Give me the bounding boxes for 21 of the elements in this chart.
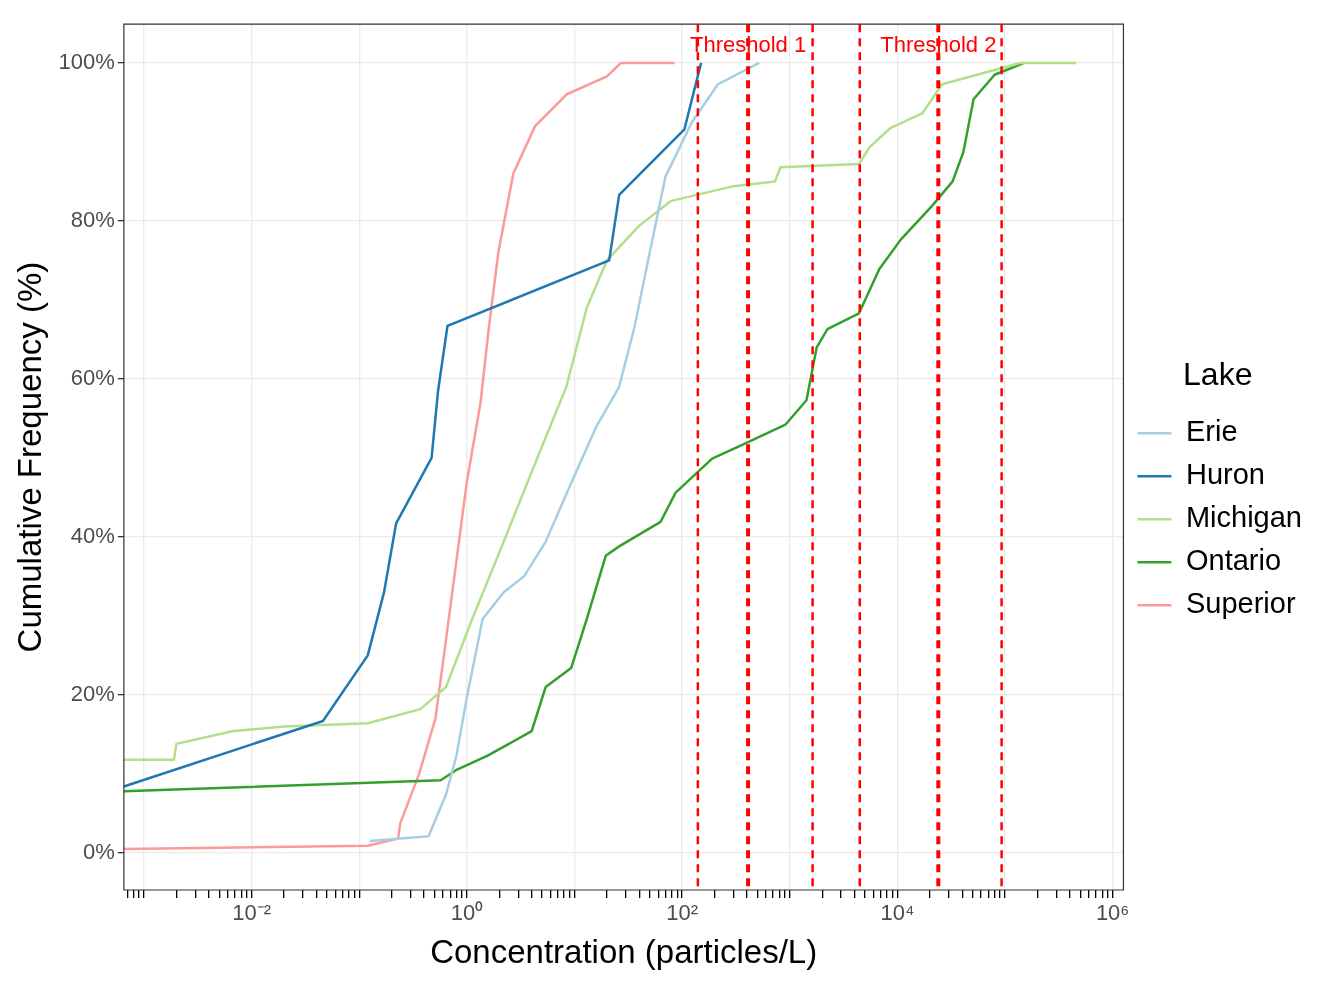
y-tick-label: 60%	[70, 364, 115, 390]
x-tick-label: 10⁶	[1095, 900, 1130, 926]
ref-line-label: Threshold 1	[689, 32, 807, 58]
legend-label: Ontario	[1185, 544, 1282, 577]
y-tick-label: 40%	[70, 522, 115, 548]
x-tick-label: 10⁻²	[232, 900, 272, 926]
x-tick-label: 10⁴	[880, 900, 915, 926]
x-axis-title: Concentration (particles/L)	[430, 933, 818, 971]
y-tick-label: 100%	[58, 48, 115, 74]
y-axis-title: Cumulative Frequency (%)	[10, 261, 48, 653]
legend-title: Lake	[1183, 356, 1253, 393]
legend-label: Erie	[1185, 415, 1238, 448]
y-tick-label: 80%	[70, 206, 115, 232]
ref-line-label: Threshold 2	[880, 32, 997, 58]
y-tick-label: 0%	[83, 838, 115, 864]
legend-label: Huron	[1185, 458, 1265, 491]
x-tick-label: 10⁰	[450, 900, 484, 926]
legend-label: Michigan	[1185, 501, 1303, 534]
legend-label: Superior	[1185, 587, 1296, 620]
x-tick-label: 10²	[666, 900, 699, 926]
y-tick-label: 20%	[70, 680, 115, 706]
